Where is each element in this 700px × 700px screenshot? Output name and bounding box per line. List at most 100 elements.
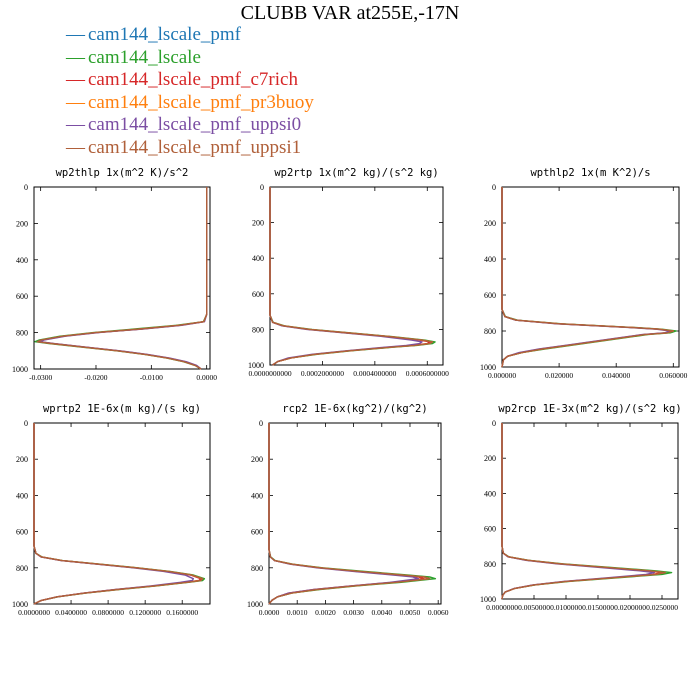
series-line [38,187,208,370]
legend-line-icon: — [66,136,85,158]
y-tick-label: 1000 [247,600,263,609]
plot-panel: wp2rcp 1E-3x(m^2 kg)/(s^2 kg)0 200 400 600 8… [480,403,682,612]
y-tick-label: 1000 [480,363,496,372]
y-tick-label: 800 [484,327,496,336]
plot-frame [33,422,211,605]
x-tick-label: 0.0040 [371,608,392,617]
legend-entry: — cam144_lscale_pmf_pr3buoy [66,92,314,115]
x-tick-label: 0.0050000 [518,603,550,612]
y-tick-label: 0 [492,419,496,428]
series-line [501,423,666,600]
plot-frame [501,186,680,368]
x-tick-label: 0.1600000 [166,608,198,617]
x-tick-label: 0.0000 [196,373,217,382]
x-tick-label: 0.0100000 [550,603,582,612]
x-tick-label: 0.0004000000 [353,369,396,378]
plot-panel: wp2rtp 1x(m^2 kg)/(s^2 kg) 0 200 400 600 800 1… [248,167,449,378]
series-line [501,423,663,600]
x-tick-label: 0.020000 [545,371,573,380]
x-tick-label: 0.0006000000 [406,369,449,378]
y-tick-label: 200 [251,455,263,464]
figure-title: CLUBB VAR at255E,-17N [240,2,460,24]
series-line [33,423,204,605]
y-tick-label: 1000 [248,361,264,370]
panel-title: wp2rtp 1x(m^2 kg)/(s^2 kg) [274,167,438,179]
series-line [501,187,674,368]
x-tick-label: 0.0050 [400,608,421,617]
series-line [501,187,672,368]
x-tick-label: 0.0800000 [92,608,124,617]
plot-panel: wpthlp2 1x(m K^2)/s 0 200 400 600 800 10000.00… [480,167,688,380]
x-tick-label: -0.0200 [84,373,107,382]
y-tick-label: 200 [252,219,264,228]
panel-title: wp2thlp 1x(m^2 K)/s^2 [56,167,189,179]
y-tick-label: 200 [484,454,496,463]
y-tick-label: 600 [484,291,496,300]
panel-title: wpthlp2 1x(m K^2)/s [530,167,650,179]
x-tick-label: 0.0250000 [646,603,678,612]
legend-entry: — cam144_lscale_pmf_uppsi1 [66,137,314,160]
x-tick-label: -0.0300 [29,373,52,382]
y-tick-label: 1000 [12,365,28,374]
x-tick-label: 0.0002000000 [301,369,344,378]
series-line [268,423,420,605]
plot-panel: wp2thlp 1x(m^2 K)/s^202004006008001000-0… [12,167,217,382]
legend-label: cam144_lscale_pmf_c7rich [88,69,298,90]
series-line [33,423,202,605]
series-line [501,423,666,600]
legend-line-icon: — [66,24,85,45]
series-line [33,423,204,605]
y-tick-label: 800 [484,560,496,569]
panel-title: rcp2 1E-6x(kg^2)/(kg^2) [282,403,427,415]
x-tick-label: 0.0200000 [614,603,646,612]
legend-line-icon: — [66,69,85,90]
legend: — cam144_lscale_pmf — cam144_lscale — cam14… [66,24,314,159]
y-tick-label: 0 [492,183,496,192]
y-tick-label: 0 [259,419,263,428]
y-tick-label: 600 [251,528,263,537]
legend-line-icon: — [66,114,85,135]
series-line [501,187,674,368]
y-tick-label: 600 [16,292,28,301]
y-tick-label: 200 [484,219,496,228]
x-tick-label: 0.060000 [659,371,687,380]
y-tick-label: 600 [16,528,28,537]
series-line [33,423,204,605]
x-tick-label: 0.0060 [428,608,449,617]
y-tick-label: 0 [260,183,264,192]
x-tick-label: 0.0000 [259,608,280,617]
x-tick-label: 0.0000000 [18,608,50,617]
y-tick-label: 200 [16,455,28,464]
x-tick-label: 0.000000 [488,371,516,380]
series-line [33,423,195,605]
y-tick-label: 600 [252,290,264,299]
series-line [268,423,431,605]
panel-title: wprtp2 1E-6x(m kg)/(s kg) [43,403,201,415]
x-tick-label: 0.0020 [315,608,336,617]
y-tick-label: 400 [251,491,263,500]
legend-label: cam144_lscale_pmf_pr3buoy [88,91,314,113]
x-tick-label: 0.040000 [602,371,630,380]
legend-label: cam144_lscale [88,46,201,68]
x-tick-label: 0.0000000 [486,603,518,612]
series-line [501,423,655,600]
legend-label: cam144_lscale_pmf [88,24,242,45]
y-tick-label: 0 [24,419,28,428]
series-line [501,187,677,368]
x-tick-label: 0.0000000000 [248,369,291,378]
legend-label: cam144_lscale_pmf_uppsi1 [88,136,302,158]
legend-entry: — cam144_lscale [66,47,314,70]
legend-entry: — cam144_lscale_pmf [66,24,314,47]
y-tick-label: 800 [16,564,28,573]
x-tick-label: -0.0100 [140,373,163,382]
series-line [501,423,673,600]
legend-entry: — cam144_lscale_pmf_uppsi0 [66,114,314,137]
series-line [501,423,666,600]
y-tick-label: 1000 [12,600,28,609]
series-line [33,423,206,605]
legend-line-icon: — [66,91,85,113]
series-line [39,187,208,370]
plot-panel: rcp2 1E-6x(kg^2)/(kg^2) 0 200 400 600 800 1000… [247,403,449,617]
series-line [37,187,208,370]
x-tick-label: 0.0010 [287,608,308,617]
